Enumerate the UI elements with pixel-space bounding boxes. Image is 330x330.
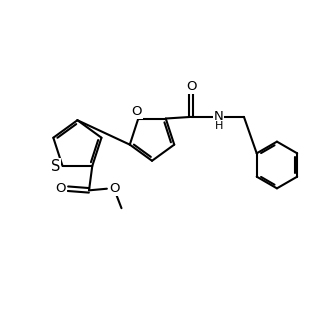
Text: O: O bbox=[55, 182, 66, 195]
Text: O: O bbox=[131, 105, 142, 118]
Text: O: O bbox=[186, 80, 196, 93]
Text: N: N bbox=[214, 110, 223, 123]
Text: S: S bbox=[51, 158, 60, 174]
Text: O: O bbox=[109, 182, 119, 195]
Text: H: H bbox=[215, 121, 223, 131]
